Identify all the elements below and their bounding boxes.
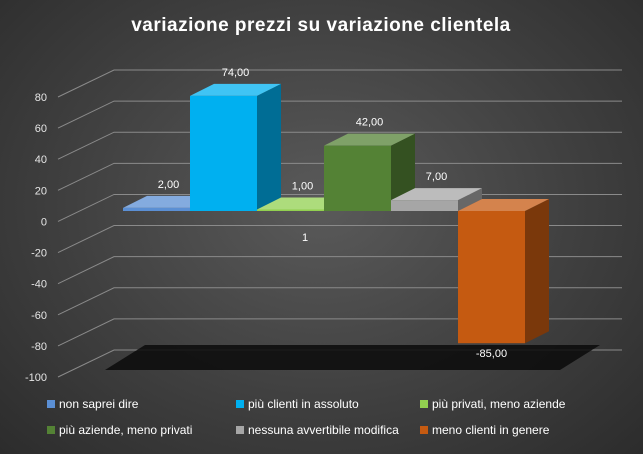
floor-shadow-shape [105, 345, 600, 370]
legend-item-1: non saprei dire [47, 397, 139, 411]
legend-item-6: meno clienti in genere [420, 423, 550, 437]
bar-6 [458, 199, 549, 344]
y-tick-label: 0 [41, 216, 47, 228]
y-tick-label: -60 [31, 310, 47, 322]
legend-label: più clienti in assoluto [248, 397, 359, 411]
y-axis: 80 60 40 20 0 -20 -40 -60 -80 -100 [25, 92, 47, 384]
y-tick-label: 80 [35, 92, 47, 104]
y-tick-label: 40 [35, 154, 47, 166]
data-labels: 2,00 74,00 1,00 42,00 7,00 -85,00 1 [158, 67, 507, 360]
data-label-6: -85,00 [476, 348, 507, 360]
y-tick-label: -20 [31, 248, 47, 260]
y-tick-label: -40 [31, 279, 47, 291]
bar-2 [190, 83, 281, 211]
gridline [57, 225, 622, 254]
data-label-5: 7,00 [426, 171, 447, 183]
legend-swatch [47, 400, 55, 408]
gridline [57, 162, 622, 191]
gridline [57, 318, 622, 347]
legend-label: non saprei dire [59, 397, 139, 411]
legend-swatch [420, 426, 428, 434]
legend: non saprei dire più clienti in assoluto pi… [47, 397, 566, 437]
legend-item-4: più aziende, meno privati [47, 423, 192, 437]
y-tick-label: -80 [31, 341, 47, 353]
legend-label: meno clienti in genere [432, 423, 550, 437]
legend-label: più privati, meno aziende [432, 397, 566, 411]
legend-swatch [236, 400, 244, 408]
bar-5 [391, 188, 482, 211]
legend-swatch [236, 426, 244, 434]
gridline [57, 69, 622, 98]
gridline [57, 256, 622, 285]
legend-label: più aziende, meno privati [59, 423, 192, 437]
data-label-4: 42,00 [356, 117, 384, 129]
bars [123, 83, 549, 344]
legend-swatch [47, 426, 55, 434]
data-label-1: 2,00 [158, 179, 179, 191]
category-label: 1 [302, 232, 308, 244]
data-label-2: 74,00 [222, 67, 250, 79]
y-tick-label: 60 [35, 123, 47, 135]
legend-item-5: nessuna avvertibile modifica [236, 423, 399, 437]
gridline [57, 287, 622, 316]
data-label-3: 1,00 [292, 180, 313, 192]
floor-shadow [105, 345, 600, 370]
legend-label: nessuna avvertibile modifica [248, 423, 399, 437]
gridline [57, 100, 622, 129]
gridline [57, 131, 622, 160]
legend-item-2: più clienti in assoluto [236, 397, 359, 411]
legend-swatch [420, 400, 428, 408]
chart-title: variazione prezzi su variazione clientel… [131, 15, 511, 36]
y-tick-label: -100 [25, 372, 47, 384]
legend-item-3: più privati, meno aziende [420, 397, 566, 411]
y-tick-label: 20 [35, 185, 47, 197]
